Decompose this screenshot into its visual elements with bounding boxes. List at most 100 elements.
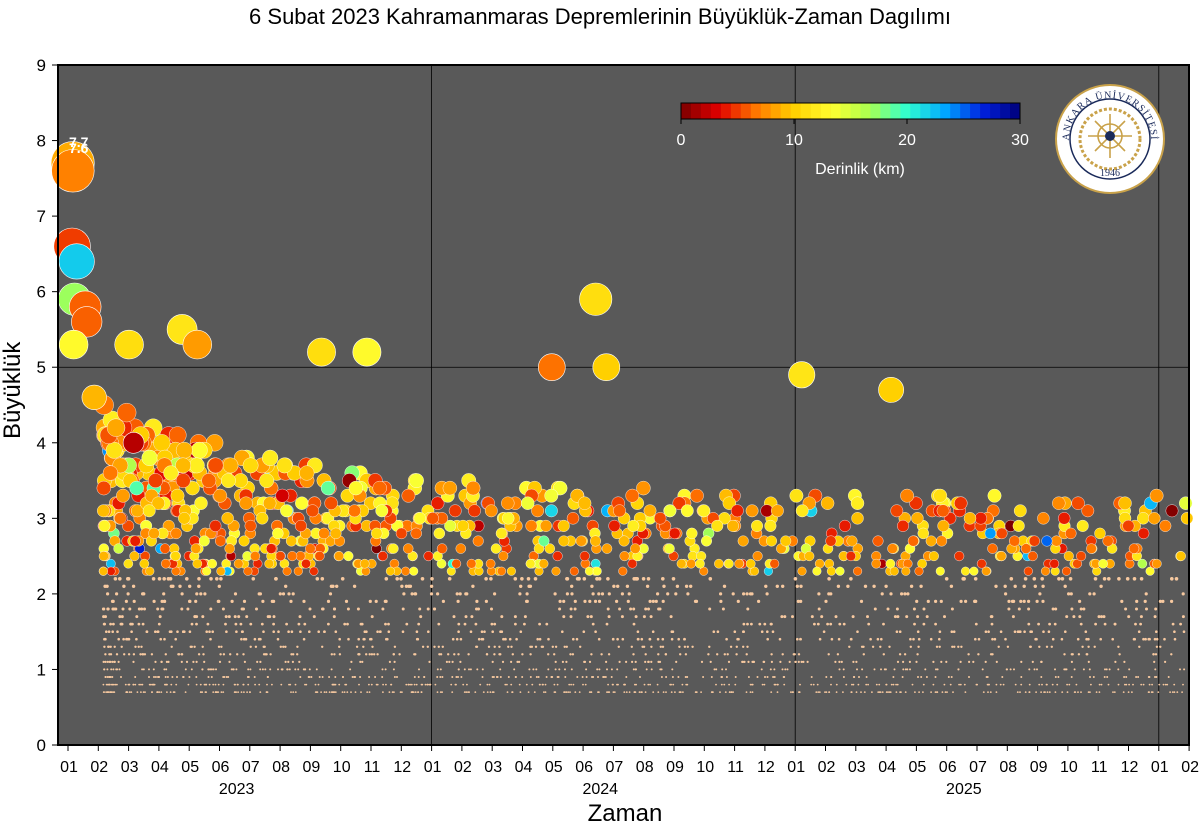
data-point bbox=[715, 683, 717, 686]
data-point bbox=[606, 668, 608, 671]
data-point bbox=[488, 683, 491, 686]
data-point bbox=[562, 599, 566, 604]
data-point bbox=[928, 551, 939, 562]
highlight-point bbox=[352, 337, 382, 367]
data-point bbox=[423, 676, 426, 678]
data-point bbox=[1020, 543, 1032, 554]
data-point bbox=[702, 676, 705, 678]
data-point bbox=[900, 691, 902, 693]
data-point bbox=[896, 615, 900, 619]
data-point bbox=[903, 592, 907, 596]
data-point bbox=[441, 599, 445, 604]
data-point bbox=[143, 607, 146, 611]
data-point bbox=[485, 653, 489, 656]
data-point bbox=[1169, 691, 1171, 693]
data-point bbox=[1020, 660, 1023, 664]
colorbar-segment bbox=[810, 103, 821, 119]
data-point bbox=[233, 592, 238, 596]
data-point bbox=[348, 504, 361, 518]
data-point bbox=[934, 676, 937, 678]
data-point bbox=[1073, 691, 1076, 693]
data-point bbox=[672, 683, 675, 686]
data-point bbox=[947, 676, 950, 678]
data-point bbox=[936, 668, 939, 671]
data-point bbox=[493, 622, 497, 626]
data-point bbox=[98, 551, 109, 562]
data-point bbox=[428, 660, 431, 664]
data-point bbox=[902, 660, 905, 664]
data-point bbox=[1181, 691, 1183, 693]
data-point bbox=[1135, 676, 1138, 678]
data-point bbox=[286, 668, 289, 671]
x-tick-label: 11 bbox=[1091, 759, 1108, 776]
data-point bbox=[620, 615, 624, 619]
data-point bbox=[1105, 668, 1108, 671]
data-point bbox=[518, 660, 521, 664]
data-point bbox=[995, 683, 998, 686]
data-point bbox=[727, 660, 731, 664]
y-tick-label: 7 bbox=[37, 207, 46, 226]
data-point bbox=[538, 558, 549, 569]
data-point bbox=[731, 592, 735, 596]
data-point bbox=[1089, 691, 1091, 693]
data-point bbox=[244, 519, 257, 532]
data-point bbox=[479, 683, 482, 686]
data-point bbox=[799, 683, 801, 686]
data-point bbox=[1117, 683, 1120, 686]
data-point bbox=[116, 683, 118, 686]
data-point bbox=[794, 660, 797, 664]
data-point bbox=[936, 504, 950, 518]
data-point bbox=[489, 577, 493, 581]
data-point bbox=[137, 607, 141, 611]
data-point bbox=[835, 566, 845, 576]
data-point bbox=[1081, 504, 1095, 518]
data-point bbox=[957, 668, 960, 671]
data-point bbox=[632, 668, 635, 671]
data-point bbox=[363, 630, 367, 633]
data-point bbox=[806, 660, 809, 664]
data-point bbox=[1173, 630, 1176, 633]
data-point bbox=[1085, 637, 1088, 641]
x-tick-label: 04 bbox=[151, 759, 169, 776]
data-point bbox=[376, 653, 379, 656]
data-point bbox=[977, 653, 980, 656]
data-point bbox=[484, 577, 488, 581]
data-point bbox=[999, 683, 1002, 686]
data-point bbox=[537, 676, 540, 678]
data-point bbox=[887, 691, 889, 693]
data-point bbox=[612, 683, 614, 686]
data-point bbox=[597, 592, 601, 596]
colorbar-segment bbox=[691, 103, 702, 119]
data-point bbox=[977, 637, 981, 641]
data-point bbox=[878, 683, 881, 686]
data-point bbox=[1078, 615, 1082, 619]
data-point bbox=[136, 691, 139, 693]
data-point bbox=[598, 668, 601, 671]
data-point bbox=[144, 691, 146, 693]
data-point bbox=[102, 622, 106, 626]
data-point bbox=[1098, 558, 1108, 569]
year-label: 2023 bbox=[219, 781, 255, 798]
data-point bbox=[981, 668, 984, 671]
data-point bbox=[237, 615, 241, 619]
colorbar-segment bbox=[1000, 103, 1011, 119]
data-point bbox=[139, 653, 142, 656]
data-point bbox=[401, 691, 403, 693]
data-point bbox=[877, 691, 880, 693]
data-point bbox=[312, 615, 316, 619]
data-point bbox=[1003, 584, 1007, 588]
data-point bbox=[305, 543, 316, 554]
data-point bbox=[1073, 668, 1076, 671]
data-point bbox=[234, 622, 238, 626]
data-point bbox=[519, 630, 523, 633]
data-point bbox=[756, 676, 759, 678]
data-point bbox=[110, 599, 115, 604]
data-point bbox=[734, 676, 737, 678]
data-point bbox=[828, 691, 831, 693]
data-point bbox=[822, 630, 826, 633]
data-point bbox=[117, 660, 120, 664]
data-point bbox=[544, 691, 547, 693]
data-point bbox=[186, 607, 190, 611]
highlight-point bbox=[307, 337, 336, 367]
data-point bbox=[627, 558, 638, 569]
